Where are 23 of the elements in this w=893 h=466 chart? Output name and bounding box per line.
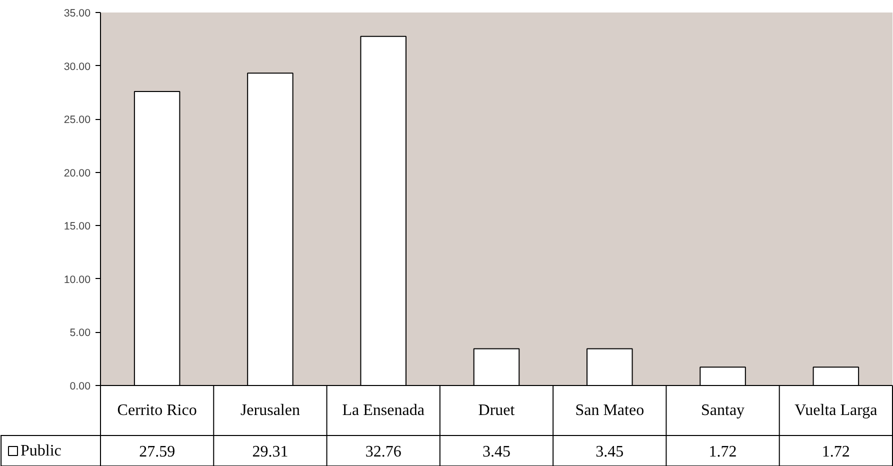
x-tick-label: La Ensenada	[342, 402, 424, 419]
y-tick-label: 20.00	[64, 167, 91, 180]
data-label: 32.76	[365, 444, 402, 460]
x-tick-label: Druet	[478, 402, 516, 419]
y-tick-label: 10.00	[64, 274, 91, 286]
data-label: 1.72	[708, 444, 737, 460]
y-tick-label: 0.00	[70, 380, 91, 392]
y-tick-label: 30.00	[64, 60, 91, 73]
data-label: 3.45	[596, 444, 624, 460]
data-label: 1.72	[822, 444, 850, 460]
y-tick-label: 25.00	[64, 114, 91, 126]
legend-label: Public	[20, 442, 62, 460]
x-tick-label: Jerusalen	[240, 402, 300, 419]
x-tick-label: Santay	[701, 402, 745, 419]
y-tick-label: 15.00	[64, 220, 91, 233]
x-tick-label: Vuelta Larga	[794, 402, 878, 419]
data-label: 29.31	[252, 444, 288, 460]
data-label: 3.45	[482, 444, 510, 460]
data-label: 27.59	[139, 444, 176, 460]
y-tick-label: 35.00	[64, 8, 91, 20]
x-tick-label: San Mateo	[575, 402, 644, 419]
x-tick-label: Cerrito Rico	[117, 402, 197, 419]
y-tick-label: 5.00	[70, 327, 91, 340]
